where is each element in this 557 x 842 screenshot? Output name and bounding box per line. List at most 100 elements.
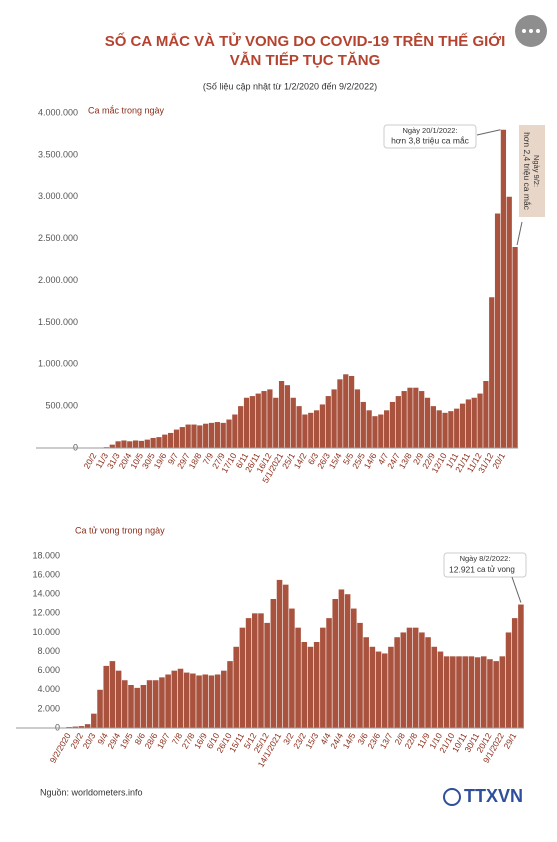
bar [354, 389, 361, 448]
bar [468, 656, 475, 728]
bar [512, 247, 518, 448]
bar [249, 396, 256, 448]
x-tick-label: 9/2/2020 [48, 731, 73, 765]
bar [454, 408, 460, 448]
dot[interactable] [529, 29, 533, 33]
bar [127, 441, 133, 448]
bar [121, 440, 127, 448]
y-tick-label: 1.000.000 [38, 359, 78, 369]
bar [406, 627, 413, 728]
bar [276, 579, 283, 728]
bar [308, 412, 314, 448]
bar [177, 668, 184, 728]
bar [480, 656, 487, 728]
bar [168, 432, 174, 448]
bar [489, 297, 495, 448]
bar [400, 632, 407, 728]
y-tick-label: 1.500.000 [38, 317, 78, 327]
bar [477, 393, 483, 448]
bar [511, 618, 518, 728]
bar [226, 419, 232, 448]
bar [91, 713, 97, 728]
bar [499, 656, 506, 728]
bar [500, 129, 507, 448]
bar [132, 440, 139, 448]
bar [474, 657, 481, 728]
bar [84, 724, 91, 728]
bar [494, 213, 501, 448]
y-tick-label: 4.000.000 [38, 107, 78, 117]
bar [156, 437, 162, 448]
bar [343, 374, 349, 448]
bar [245, 618, 252, 728]
more-button[interactable] [515, 15, 547, 47]
bar [375, 651, 382, 728]
y-tick-label: 500.000 [45, 401, 78, 411]
dot[interactable] [522, 29, 526, 33]
annotation-arrow [476, 129, 501, 136]
bar [165, 674, 171, 728]
annotation-box [443, 552, 527, 578]
annotation: Ngày 9/2: [532, 155, 541, 187]
annotation: ca tử vong [477, 565, 515, 574]
bar [173, 429, 180, 448]
bar [307, 646, 314, 728]
bar [171, 670, 178, 728]
bar [459, 403, 466, 448]
y-tick-label: 18.000 [32, 550, 60, 560]
bar [395, 396, 401, 448]
y-tick-label: 16.000 [32, 569, 60, 579]
bar [456, 656, 462, 728]
bar [302, 414, 308, 448]
bar [78, 726, 85, 728]
bar [295, 627, 301, 728]
bar [483, 381, 489, 448]
bar [419, 391, 425, 448]
bar [150, 437, 156, 448]
bar [493, 661, 499, 728]
bar [319, 404, 326, 448]
annotation-box [519, 125, 545, 217]
annotation: hơn 3,8 triệu ca mắc [391, 135, 470, 145]
y-tick-label: 4.000 [37, 684, 60, 694]
bar [506, 196, 512, 448]
bar [407, 387, 413, 448]
bar [109, 661, 116, 728]
value-label: 12.921 [449, 564, 475, 574]
y-tick-label: 2.000 [37, 703, 60, 713]
bar [437, 651, 444, 728]
annotation-arrow [511, 576, 522, 603]
bar [214, 674, 221, 728]
bar [238, 406, 244, 448]
dot[interactable] [536, 29, 540, 33]
bar [431, 646, 438, 728]
bar [227, 661, 233, 728]
bar [332, 599, 339, 728]
bar [424, 397, 431, 448]
y-tick-label: 0 [55, 722, 60, 732]
annotation-box [383, 124, 477, 149]
bar [389, 401, 396, 448]
bar [162, 434, 168, 448]
bar [448, 411, 454, 448]
y-tick-label: 12.000 [32, 608, 60, 618]
bar [331, 389, 337, 448]
bar [190, 673, 196, 728]
bar [221, 670, 227, 728]
source: Nguồn: worldometers.info [40, 787, 143, 797]
bar [183, 672, 190, 728]
bar [442, 412, 448, 448]
bar [301, 642, 308, 728]
annotation-arrow [516, 221, 523, 246]
bar [202, 674, 209, 728]
bar [251, 613, 258, 728]
y-tick-label: 2.000.000 [38, 275, 78, 285]
y-tick-label: 14.000 [32, 589, 60, 599]
bar [203, 423, 209, 448]
bar [220, 422, 226, 448]
title: SỐ CA MẮC VÀ TỬ VONG DO COVID-19 TRÊN TH… [105, 32, 506, 50]
bar [179, 427, 185, 448]
bar [338, 589, 345, 728]
bar [313, 410, 320, 448]
